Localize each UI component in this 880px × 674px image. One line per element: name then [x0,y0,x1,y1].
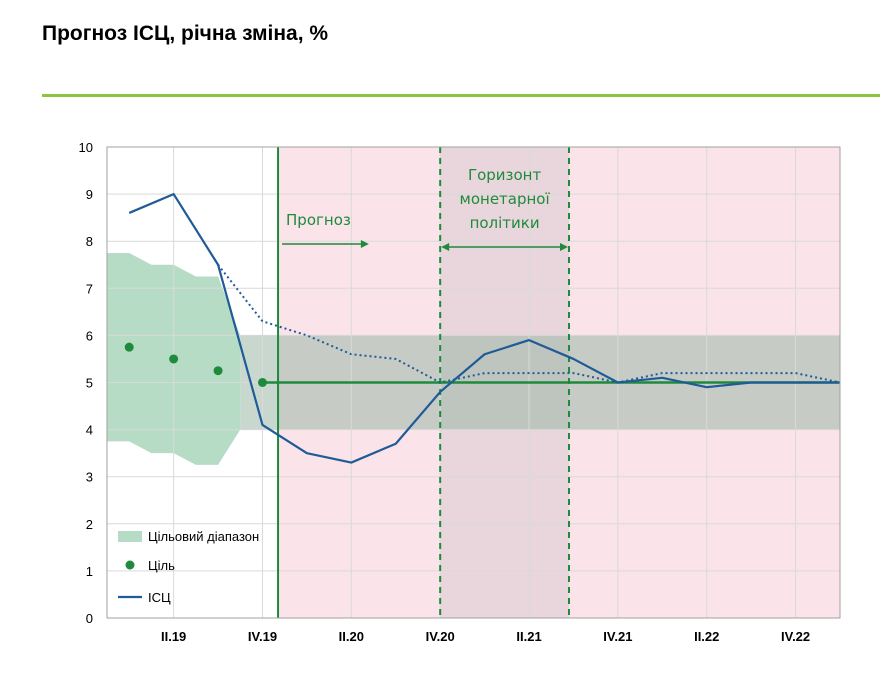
title-divider [42,94,880,97]
legend-band-swatch [118,531,142,542]
horizon-arrow-head-right [560,243,569,251]
x-tick-label: IV.22 [781,629,810,644]
horizon-arrow-head-left [441,243,450,251]
cpi-previous-forecast-line [217,264,841,384]
y-tick-label: 5 [86,376,93,391]
y-tick-label: 3 [86,470,93,485]
y-tick-label: 6 [86,328,93,343]
y-tick-label: 8 [86,234,93,249]
y-tick-label: 0 [86,611,93,626]
plot-border [106,146,841,619]
y-tick-label: 2 [86,517,93,532]
y-tick-label: 7 [86,281,93,296]
forecast-annotation: Прогноз [286,211,351,229]
y-tick-label: 9 [86,187,93,202]
target-point [213,366,223,376]
x-tick-label: IV.19 [248,629,277,644]
legend-cpi-label: ІСЦ [148,590,171,605]
x-tick-label: II.19 [161,629,186,644]
horizon-annotation-line: Горизонт [468,166,542,184]
cpi-line [128,193,840,464]
target-point [124,342,134,352]
target-point [169,354,179,364]
y-tick-label: 4 [86,423,93,438]
x-tick-label: II.20 [339,629,364,644]
legend-band-label: Цільовий діапазон [148,529,259,544]
y-tick-label: 1 [86,564,93,579]
x-tick-label: II.21 [516,629,541,644]
page-title: Прогноз ІСЦ, річна зміна, % [42,22,329,45]
y-tick-label: 10 [79,140,93,155]
target-point [257,378,267,387]
legend-target-label: Ціль [148,558,175,573]
legend-target-swatch [125,560,135,570]
x-tick-label: IV.21 [603,629,632,644]
forecast-arrow-head [360,240,369,248]
horizon-annotation-line: монетарної [460,190,551,208]
horizon-annotation-line: політики [470,214,540,232]
x-tick-label: II.22 [694,629,719,644]
x-tick-label: IV.20 [426,629,455,644]
